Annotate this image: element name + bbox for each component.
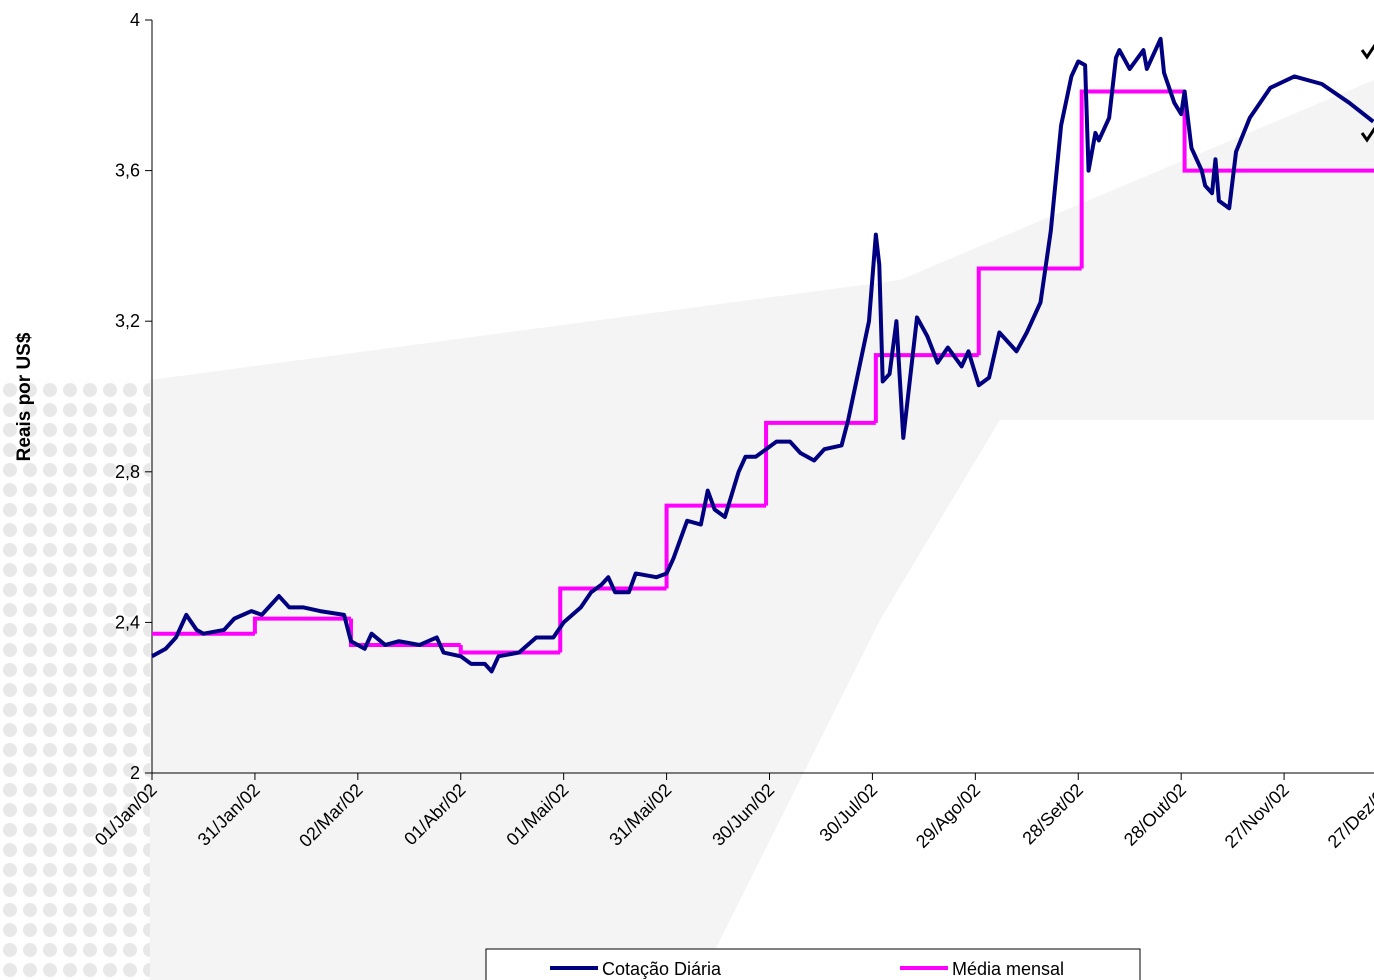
step-segment [458,644,561,655]
background-photo [150,80,1374,980]
x-tick-label: 28/Out/02 [1120,780,1190,850]
legend-label: Média mensal [952,959,1064,979]
x-tick-label: 28/Set/02 [1018,780,1087,849]
y-tick-label: 2 [130,763,140,783]
check-icons [1360,44,1374,143]
step-segment [1079,89,1185,269]
step-segment [664,503,767,589]
y-tick-label: 3,2 [115,311,140,331]
y-tick-label: 3,6 [115,161,140,181]
x-tick-label: 30/Jul/02 [815,780,881,846]
y-tick-label: 2,4 [115,612,140,632]
legend-label: Cotação Diária [602,959,722,979]
step-segment [764,420,876,506]
x-tick-label: 27/Dez/02 [1324,780,1374,852]
background-dots [0,380,150,980]
x-tick-label: 29/Ago/02 [912,780,984,852]
y-tick-label: 2,8 [115,462,140,482]
legend-box [485,948,1141,980]
step-segment [1182,91,1374,173]
step-segment [252,616,351,634]
y-axis-label: Reais por US$ [14,332,35,461]
line [151,36,1374,674]
y-tick-label: 4 [130,10,140,30]
x-tick-label: 27/Nov/02 [1221,780,1293,852]
